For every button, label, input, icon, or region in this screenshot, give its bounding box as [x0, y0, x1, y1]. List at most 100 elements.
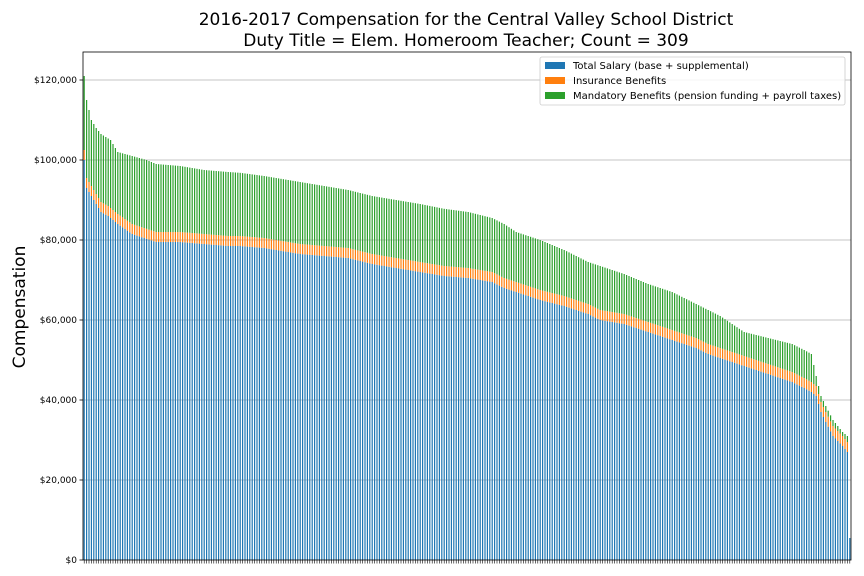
salary-bar: [410, 270, 412, 560]
salary-bar: [477, 279, 479, 560]
insurance-bar: [210, 234, 212, 245]
insurance-bar: [189, 232, 191, 243]
mandatory-bar: [117, 152, 119, 214]
insurance-bar: [131, 224, 133, 234]
mandatory-bar: [630, 277, 632, 317]
insurance-bar: [580, 301, 582, 312]
insurance-bar: [352, 249, 354, 260]
insurance-bar: [522, 284, 524, 295]
salary-bar: [297, 253, 299, 560]
mandatory-bar: [501, 222, 503, 277]
insurance-bar: [520, 283, 522, 294]
salary-bar: [460, 277, 462, 560]
chart-title-line-1: 2016-2017 Compensation for the Central V…: [199, 10, 734, 30]
legend-swatch: [545, 62, 565, 69]
mandatory-bar: [741, 330, 743, 356]
insurance-bar: [719, 348, 721, 358]
insurance-bar: [448, 266, 450, 277]
mandatory-bar: [462, 211, 464, 268]
salary-bar: [486, 281, 488, 560]
insurance-bar: [503, 278, 505, 288]
mandatory-bar: [345, 189, 347, 248]
mandatory-bar: [486, 216, 488, 272]
y-axis-ticks: $0 $20,000 $40,000 $60,000 $80,000 $100,000 $1…: [34, 76, 83, 566]
insurance-bar: [95, 194, 97, 204]
insurance-bar: [640, 319, 642, 330]
salary-bar: [316, 255, 318, 560]
mandatory-bar: [347, 190, 349, 248]
insurance-bar: [638, 318, 640, 329]
mandatory-bar: [642, 282, 644, 321]
salary-bar: [597, 318, 599, 560]
insurance-bar: [818, 394, 820, 404]
salary-bar: [695, 348, 697, 560]
insurance-bar: [616, 312, 618, 323]
insurance-bar: [611, 312, 613, 322]
salary-bar: [782, 378, 784, 560]
insurance-bar: [102, 203, 104, 214]
salary-bar: [234, 246, 236, 560]
mandatory-bar: [429, 205, 431, 264]
salary-bar: [616, 322, 618, 560]
insurance-bar: [112, 210, 114, 220]
salary-bar: [734, 362, 736, 560]
mandatory-bar: [333, 187, 335, 247]
salary-bar: [786, 380, 788, 560]
insurance-bar: [287, 242, 289, 252]
salary-bar: [484, 280, 486, 560]
insurance-bar: [594, 307, 596, 318]
salary-bar: [818, 404, 820, 560]
insurance-bar: [604, 310, 606, 321]
mandatory-bar: [688, 300, 690, 336]
mandatory-bar: [186, 167, 188, 233]
x-axis-ticks: [83, 560, 851, 564]
salary-bar: [239, 246, 241, 560]
mandatory-bar: [822, 401, 824, 407]
salary-bar: [227, 246, 229, 560]
insurance-bar: [465, 267, 467, 278]
mandatory-bar: [179, 166, 181, 232]
mandatory-bar: [198, 169, 200, 234]
mandatory-bar: [575, 256, 577, 300]
insurance-bar: [558, 294, 560, 305]
salary-bar: [273, 249, 275, 560]
mandatory-bar: [100, 134, 102, 202]
salary-bar: [208, 244, 210, 560]
salary-bar: [551, 303, 553, 560]
salary-bar: [765, 373, 767, 560]
insurance-bar: [342, 247, 344, 258]
salary-bar: [292, 252, 294, 561]
mandatory-bar: [287, 180, 289, 242]
salary-bar: [645, 331, 647, 560]
mandatory-bar: [777, 340, 779, 368]
mandatory-bar: [357, 192, 359, 251]
y-tick-label: $80,000: [40, 236, 77, 246]
mandatory-bar: [234, 172, 236, 236]
salary-bar: [220, 245, 222, 560]
salary-bar: [784, 379, 786, 560]
insurance-bar: [527, 286, 529, 296]
salary-bar: [434, 274, 436, 560]
mandatory-bar: [246, 173, 248, 237]
mandatory-bar: [503, 224, 505, 278]
mandatory-bar: [210, 170, 212, 235]
salary-bar: [520, 293, 522, 560]
salary-bar: [326, 256, 328, 560]
salary-bar: [671, 340, 673, 560]
salary-bar: [623, 324, 625, 560]
salary-bar: [222, 245, 224, 560]
mandatory-bar: [479, 215, 481, 270]
y-axis-label: Compensation: [10, 246, 30, 369]
mandatory-bar: [484, 216, 486, 271]
insurance-bar: [760, 361, 762, 372]
insurance-bar: [467, 268, 469, 278]
mandatory-bar: [705, 308, 707, 343]
insurance-bar: [789, 371, 791, 382]
salary-bar: [318, 255, 320, 560]
salary-bar: [417, 271, 419, 560]
insurance-bar: [230, 236, 232, 246]
insurance-bar: [194, 233, 196, 244]
insurance-bar: [518, 282, 520, 293]
mandatory-bar: [791, 344, 793, 372]
insurance-bar: [136, 225, 138, 236]
